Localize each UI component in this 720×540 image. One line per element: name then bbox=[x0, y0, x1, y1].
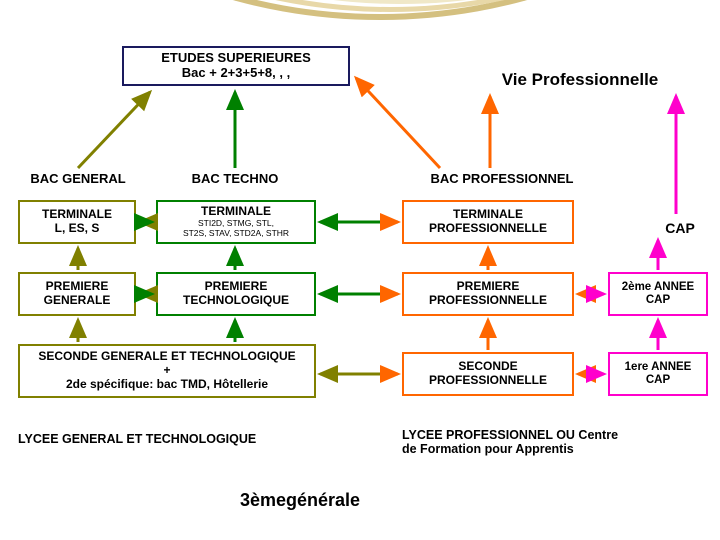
term-pro-l2: PROFESSIONNELLE bbox=[429, 222, 547, 236]
lycee-pro: LYCEE PROFESSIONNEL OU Centre de Formati… bbox=[402, 428, 702, 457]
sup-text: 3ème bbox=[240, 490, 286, 510]
prem-gen-l2: GENERALE bbox=[44, 294, 111, 308]
sec-gt-l3: 2de spécifique: bac TMD, Hôtellerie bbox=[66, 378, 268, 392]
ribbon-3 bbox=[0, 0, 720, 4]
vie-professionnelle: Vie Professionnelle bbox=[460, 70, 700, 90]
sec-gt-l2: + bbox=[163, 364, 170, 378]
etudes-line2: Bac + 2+3+5+8, , , bbox=[182, 66, 290, 81]
terminale-general-box: TERMINALE L, ES, S bbox=[18, 200, 136, 244]
prem-pro-l1: PREMIERE bbox=[457, 280, 520, 294]
prem-pro-l2: PROFESSIONNELLE bbox=[429, 294, 547, 308]
term-pro-l1: TERMINALE bbox=[453, 208, 523, 222]
premiere-general-box: PREMIERE GENERALE bbox=[18, 272, 136, 316]
prem-tech-l2: TECHNOLOGIQUE bbox=[183, 294, 289, 308]
troisieme-generale: 3èmegénérale bbox=[200, 490, 400, 511]
term-gen-l1: TERMINALE bbox=[42, 208, 112, 222]
terminale-techno-box: TERMINALE STI2D, STMG, STL, ST2S, STAV, … bbox=[156, 200, 316, 244]
sec-pro-l1: SECONDE bbox=[458, 360, 517, 374]
header-bac-general: BAC GENERAL bbox=[18, 172, 138, 187]
cap2-l1: 2ème ANNEE bbox=[622, 281, 694, 294]
term-tech-sub: STI2D, STMG, STL, ST2S, STAV, STD2A, STH… bbox=[183, 219, 289, 239]
ribbon-2 bbox=[0, 0, 720, 12]
prem-tech-l1: PREMIERE bbox=[205, 280, 268, 294]
troisieme-rest: générale bbox=[286, 490, 360, 510]
header-bac-professionnel: BAC PROFESSIONNEL bbox=[402, 172, 602, 187]
cap1-l1: 1ere ANNEE bbox=[625, 361, 692, 374]
sec-pro-l2: PROFESSIONNELLE bbox=[429, 374, 547, 388]
premiere-pro-box: PREMIERE PROFESSIONNELLE bbox=[402, 272, 574, 316]
sec-gt-l1: SECONDE GENERALE ET TECHNOLOGIQUE bbox=[38, 350, 295, 364]
premiere-techno-box: PREMIERE TECHNOLOGIQUE bbox=[156, 272, 316, 316]
cap2-l2: CAP bbox=[646, 294, 670, 307]
cap-1ere-box: 1ere ANNEE CAP bbox=[608, 352, 708, 396]
header-bac-techno: BAC TECHNO bbox=[170, 172, 300, 187]
troisieme-sup: 3ème bbox=[240, 490, 286, 510]
prem-gen-l1: PREMIERE bbox=[46, 280, 109, 294]
cap-2eme-box: 2ème ANNEE CAP bbox=[608, 272, 708, 316]
terminale-pro-box: TERMINALE PROFESSIONNELLE bbox=[402, 200, 574, 244]
seconde-pro-box: SECONDE PROFESSIONNELLE bbox=[402, 352, 574, 396]
seconde-gt-box: SECONDE GENERALE ET TECHNOLOGIQUE + 2de … bbox=[18, 344, 316, 398]
term-tech-l1: TERMINALE bbox=[201, 205, 271, 219]
cap-label: CAP bbox=[650, 220, 710, 236]
etudes-superieures-box: ETUDES SUPERIEURES Bac + 2+3+5+8, , , bbox=[122, 46, 350, 86]
term-gen-l2: L, ES, S bbox=[55, 222, 100, 236]
etudes-line1: ETUDES SUPERIEURES bbox=[161, 51, 311, 66]
cap1-l2: CAP bbox=[646, 374, 670, 387]
ribbon-1 bbox=[0, 0, 720, 20]
lycee-gt: LYCEE GENERAL ET TECHNOLOGIQUE bbox=[18, 432, 338, 446]
